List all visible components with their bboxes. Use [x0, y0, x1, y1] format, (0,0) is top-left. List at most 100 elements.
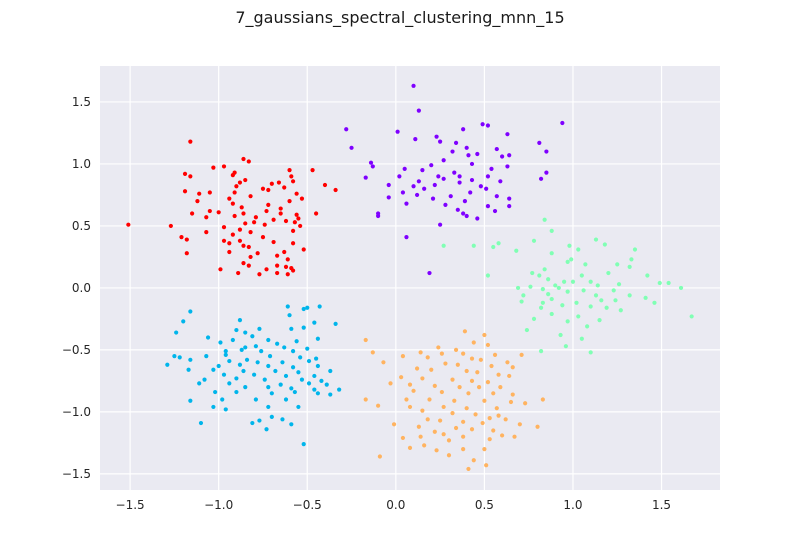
cluster-3 [441, 217, 694, 355]
data-point [422, 443, 427, 448]
data-point [597, 318, 602, 323]
data-point [595, 283, 600, 288]
data-point [253, 344, 258, 349]
data-point [266, 404, 271, 410]
data-point [563, 344, 568, 349]
data-point [230, 172, 235, 178]
data-point [457, 180, 462, 185]
data-point [427, 270, 432, 276]
data-point [416, 424, 421, 429]
data-point [400, 190, 406, 195]
data-point [457, 174, 462, 179]
data-point [285, 304, 290, 309]
data-point [283, 264, 289, 269]
data-point [565, 259, 570, 264]
data-point [234, 389, 239, 395]
data-point [283, 218, 289, 224]
data-point [485, 342, 491, 348]
data-point [287, 199, 292, 204]
data-point [496, 413, 501, 418]
data-point [296, 216, 301, 221]
data-point [301, 442, 306, 447]
data-point [531, 316, 537, 322]
data-point [446, 438, 452, 443]
data-point [290, 228, 296, 233]
data-point [314, 211, 319, 216]
data-point [560, 303, 565, 308]
data-point [473, 412, 478, 417]
data-point [278, 206, 283, 211]
data-point [540, 300, 545, 305]
data-point [221, 225, 227, 230]
data-point [262, 377, 267, 382]
data-point [505, 360, 510, 365]
data-point [278, 211, 283, 216]
data-point [583, 262, 588, 267]
data-point [273, 368, 278, 374]
grid [100, 66, 720, 490]
data-point [324, 382, 329, 387]
data-point [611, 288, 616, 293]
data-point [414, 366, 420, 371]
data-point [126, 222, 131, 227]
data-point [549, 296, 554, 302]
data-point [207, 208, 212, 214]
data-point [453, 347, 459, 353]
data-point [177, 355, 182, 360]
data-point [188, 309, 193, 314]
data-point [266, 363, 271, 369]
data-point [570, 279, 576, 284]
data-point [593, 237, 599, 242]
data-point [227, 381, 232, 386]
data-point [414, 192, 420, 198]
data-point [441, 243, 446, 248]
data-point [475, 370, 480, 375]
data-point [471, 458, 476, 463]
data-point [441, 404, 446, 410]
data-point [482, 398, 487, 403]
data-point [618, 308, 623, 313]
data-point [432, 429, 437, 434]
data-point [400, 435, 406, 441]
data-point [248, 194, 253, 199]
data-point [400, 354, 406, 359]
data-point [562, 279, 567, 284]
x-tick-label: −1.0 [204, 498, 233, 512]
data-point [399, 375, 404, 380]
data-point [544, 170, 549, 175]
data-point [469, 177, 475, 183]
data-point [666, 280, 671, 286]
data-point [407, 445, 413, 450]
data-point [441, 158, 446, 163]
data-point [257, 418, 262, 423]
y-tick-label: 0.5 [72, 219, 91, 233]
data-point [168, 223, 173, 229]
data-point [418, 434, 423, 439]
data-point [443, 361, 448, 366]
data-point [184, 237, 189, 242]
data-point [248, 230, 253, 235]
data-point [237, 362, 243, 367]
data-point [213, 389, 218, 395]
data-point [289, 386, 294, 391]
data-point [294, 339, 299, 344]
data-point [542, 217, 547, 222]
data-point [198, 420, 204, 426]
data-point [227, 196, 232, 201]
data-point [538, 349, 544, 354]
data-point [253, 215, 258, 220]
x-tick-label: 0.0 [386, 498, 405, 512]
data-point [537, 273, 542, 278]
data-point [237, 238, 243, 243]
data-point [236, 270, 241, 276]
data-point [528, 284, 533, 289]
data-point [283, 397, 289, 402]
data-point [174, 330, 179, 335]
data-point [244, 357, 250, 362]
data-point [195, 199, 200, 204]
data-point [436, 174, 441, 179]
data-point [579, 273, 584, 278]
data-point [255, 360, 260, 365]
data-point [498, 179, 503, 184]
